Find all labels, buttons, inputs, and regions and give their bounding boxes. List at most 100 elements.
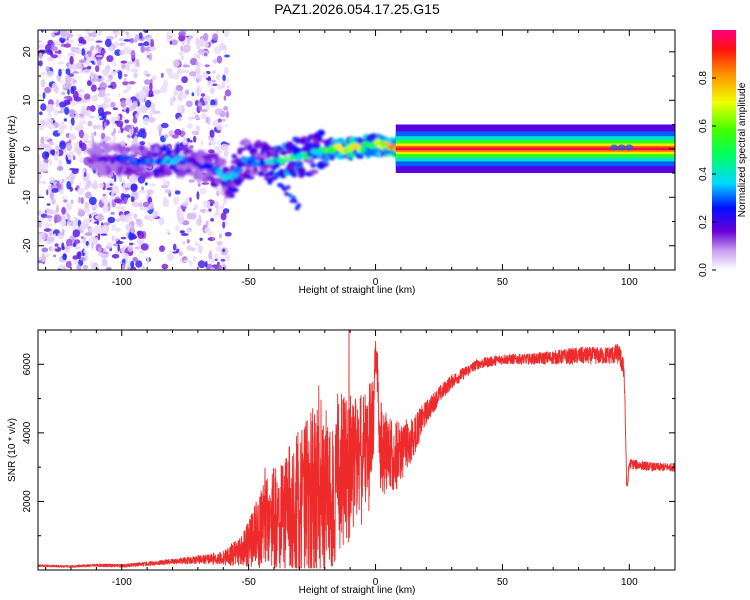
track-halo <box>296 162 304 167</box>
track-halo <box>254 152 262 158</box>
noise-blob <box>41 71 46 76</box>
colorbar-tick-label: 0.0 <box>698 263 709 277</box>
noise-blob <box>46 49 53 55</box>
noise-blob <box>220 258 226 262</box>
colorbar-ticks: 0.0 0.2 0.4 0.6 0.8 <box>698 71 716 277</box>
noise-blob <box>178 51 184 57</box>
noise-blob <box>191 92 195 97</box>
track-halo <box>299 170 305 178</box>
track-halo <box>125 147 131 153</box>
noise-blob <box>105 79 113 83</box>
noise-blob <box>117 93 121 98</box>
noise-blob <box>136 107 142 114</box>
noise-blob <box>202 41 209 48</box>
noise-blob <box>182 64 191 68</box>
noise-blob <box>194 243 201 246</box>
noise-blob <box>135 35 138 41</box>
noise-blob <box>57 61 65 65</box>
noise-blob <box>142 265 145 270</box>
noise-blob <box>150 102 156 111</box>
noise-blob <box>142 201 150 208</box>
noise-blob <box>97 58 102 66</box>
noise-blob <box>172 59 180 68</box>
noise-blob <box>181 202 189 207</box>
carrier-bump <box>610 144 619 151</box>
noise-blob <box>140 45 145 53</box>
noise-blob <box>40 162 49 171</box>
noise-blob <box>104 38 112 48</box>
noise-blob <box>51 188 59 193</box>
noise-blob <box>145 214 149 219</box>
noise-blob <box>127 61 135 65</box>
noise-blob <box>210 267 216 270</box>
noise-blob <box>51 198 56 205</box>
noise-blob <box>73 125 80 131</box>
noise-blob <box>174 224 180 232</box>
noise-blob <box>42 119 45 127</box>
noise-blob <box>59 141 67 150</box>
noise-blob <box>58 80 64 84</box>
noise-blob <box>86 80 92 87</box>
noise-blob <box>179 230 186 234</box>
noise-blob <box>97 107 105 116</box>
noise-blob <box>205 103 211 110</box>
track-tail <box>284 191 289 196</box>
noise-blob <box>137 230 144 239</box>
noise-blob <box>65 33 74 39</box>
noise-blob <box>55 99 60 108</box>
noise-blob <box>198 214 202 223</box>
noise-blob <box>122 89 129 94</box>
noise-blob <box>193 207 196 211</box>
noise-blob <box>164 189 172 194</box>
noise-blob <box>78 129 84 139</box>
noise-blob <box>160 72 164 78</box>
noise-blob <box>130 226 135 234</box>
noise-blob <box>117 115 120 120</box>
noise-blob <box>117 70 123 80</box>
noise-blob <box>166 31 171 40</box>
noise-blob <box>58 127 64 134</box>
noise-blob <box>85 57 91 66</box>
noise-blob <box>132 137 138 146</box>
noise-blob <box>66 213 71 222</box>
noise-blob <box>73 155 76 161</box>
noise-blob <box>93 180 97 184</box>
noise-blob <box>188 35 194 39</box>
x-tick-label: 0 <box>373 277 379 288</box>
noise-blob <box>82 264 89 270</box>
noise-blob <box>49 191 54 200</box>
noise-blob <box>47 39 54 46</box>
noise-blob <box>91 84 97 92</box>
noise-blob <box>90 105 96 112</box>
noise-blob <box>222 248 225 253</box>
noise-blob <box>95 215 100 219</box>
noise-blob <box>65 260 72 269</box>
noise-blob <box>47 236 55 242</box>
track-halo <box>217 158 227 166</box>
spectrogram-frame <box>37 29 676 271</box>
noise-blob <box>222 221 226 229</box>
noise-blob <box>115 218 121 223</box>
x-tick-label: 50 <box>497 277 509 288</box>
track-core <box>246 159 253 166</box>
noise-blob <box>221 80 226 89</box>
noise-blob <box>114 227 122 232</box>
noise-blob <box>125 214 131 218</box>
track-halo <box>237 147 247 151</box>
noise-blob <box>83 36 91 39</box>
noise-blob <box>97 30 102 37</box>
noise-blob <box>172 95 176 102</box>
noise-blob <box>214 108 223 116</box>
noise-blob <box>203 32 209 42</box>
noise-blob <box>96 54 103 58</box>
noise-blob <box>102 251 109 254</box>
noise-blob <box>219 233 222 239</box>
noise-blob <box>54 85 59 94</box>
noise-blob <box>189 197 192 203</box>
noise-blob <box>121 253 130 259</box>
noise-blob <box>74 246 81 250</box>
noise-blob <box>99 182 105 189</box>
noise-blob <box>129 37 135 44</box>
track-halo <box>164 169 173 176</box>
noise-blob <box>129 242 134 246</box>
